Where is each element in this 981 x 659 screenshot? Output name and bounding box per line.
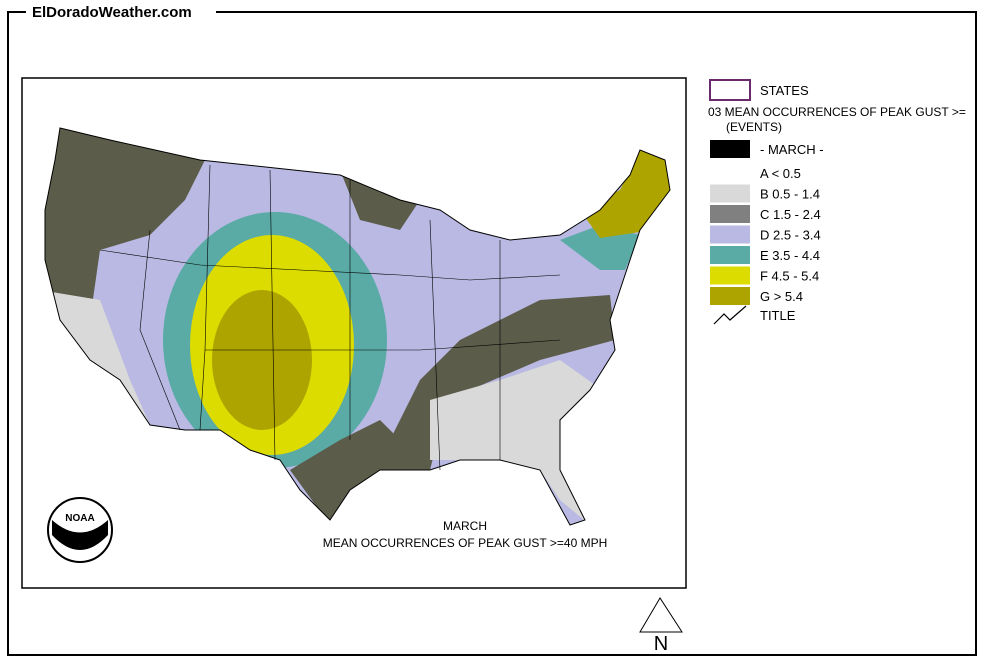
- outer-frame: [7, 11, 977, 656]
- legend-month: - MARCH -: [760, 142, 824, 157]
- legend-swatch: [710, 287, 750, 305]
- state-line: [139, 229, 181, 431]
- region: [340, 170, 420, 230]
- legend-item: B 0.5 - 1.4: [760, 187, 820, 202]
- legend-item: F 4.5 - 5.4: [760, 269, 819, 284]
- legend-item: A < 0.5: [760, 166, 801, 181]
- legend-item: D 2.5 - 3.4: [760, 228, 821, 243]
- map-caption: MARCH: [443, 519, 487, 533]
- noaa-text: NOAA: [65, 513, 94, 524]
- legend-item: G > 5.4: [760, 289, 803, 304]
- legend-item: E 3.5 - 4.4: [760, 248, 820, 263]
- compass: [639, 597, 683, 633]
- legend-states: STATES: [760, 83, 809, 98]
- legend-swatch: [710, 246, 750, 264]
- region: [45, 128, 210, 330]
- state-line: [269, 169, 276, 461]
- legend-swatch: [710, 205, 750, 223]
- region: [580, 150, 670, 238]
- region: [560, 225, 640, 270]
- legend-title: (EVENTS): [726, 120, 782, 134]
- legend-item: C 1.5 - 2.4: [760, 207, 821, 222]
- site-title: ElDoradoWeather.com: [32, 4, 192, 21]
- legend-title-key: TITLE: [760, 308, 796, 323]
- states-swatch: [709, 79, 751, 101]
- noaa-logo: [47, 497, 113, 563]
- state-line: [205, 339, 561, 351]
- region: [212, 290, 312, 430]
- title-backdrop: [26, 3, 216, 21]
- region: [290, 420, 420, 525]
- legend-title: 03 MEAN OCCURRENCES OF PEAK GUST >=: [708, 105, 966, 119]
- noaa-bird: [52, 520, 108, 550]
- state-lines: [99, 164, 561, 471]
- legend-swatch: [710, 266, 750, 285]
- compass-label: N: [654, 633, 668, 655]
- title-key-icon: [713, 305, 747, 325]
- us-outline: [44, 127, 671, 526]
- region: [430, 360, 595, 525]
- legend-swatch: [710, 164, 750, 182]
- month-swatch: [710, 140, 750, 158]
- legend-swatch: [710, 184, 750, 203]
- legend-swatch: [710, 225, 750, 244]
- map-caption: MEAN OCCURRENCES OF PEAK GUST >=40 MPH: [323, 536, 608, 550]
- state-line: [429, 219, 441, 471]
